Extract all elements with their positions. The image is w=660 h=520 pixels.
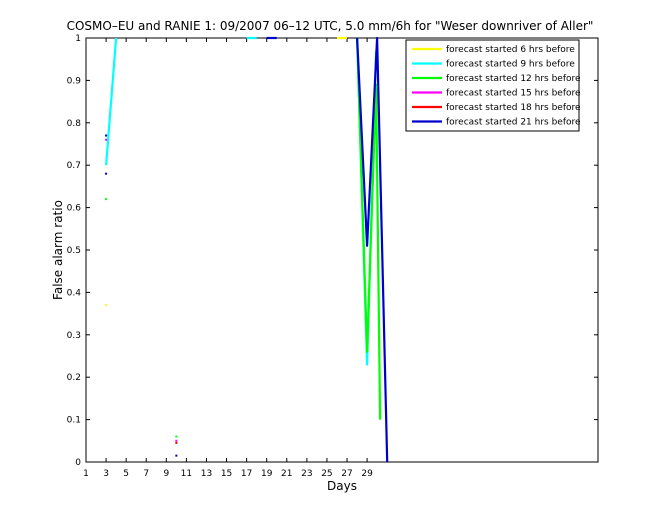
legend-entry: forecast started 21 hrs before — [446, 118, 581, 128]
data-point — [175, 439, 178, 442]
y-tick-label: 0.6 — [67, 204, 82, 214]
x-tick-label: 1 — [83, 469, 89, 479]
series-line — [356, 37, 382, 420]
legend-entry: forecast started 12 hrs before — [446, 74, 581, 84]
x-tick-label: 19 — [261, 469, 273, 479]
legend-entry: forecast started 18 hrs before — [446, 103, 581, 113]
y-tick-label: 0.9 — [67, 76, 82, 86]
series-line — [105, 37, 118, 166]
series-5 — [175, 441, 178, 444]
y-tick-label: 0 — [75, 458, 81, 468]
legend-box — [405, 39, 580, 132]
y-tick-label: 0.8 — [67, 119, 82, 129]
y-tick-label: 0.4 — [67, 288, 82, 298]
x-tick-label: 3 — [103, 469, 109, 479]
x-axis-label: Days — [327, 479, 357, 493]
x-tick-label: 11 — [181, 469, 192, 479]
x-tick-label: 15 — [221, 469, 232, 479]
series-1 — [105, 36, 347, 307]
y-axis-label: False alarm ratio — [51, 200, 65, 300]
data-point — [175, 441, 178, 444]
y-tick-label: 0.3 — [67, 331, 81, 341]
data-point — [175, 454, 178, 457]
legend: forecast started 6 hrs before forecast st… — [405, 39, 581, 132]
series-line — [356, 36, 389, 463]
legend-entry: forecast started 6 hrs before — [446, 45, 575, 55]
x-tick-label: 29 — [361, 469, 373, 479]
data-point — [105, 134, 108, 137]
y-tick-label: 0.1 — [67, 416, 81, 426]
data-point — [105, 172, 108, 175]
series-6 — [105, 36, 389, 463]
data-point — [105, 304, 108, 307]
y-tick-label: 0.2 — [67, 373, 81, 383]
series-3 — [105, 37, 382, 438]
legend-entry: forecast started 15 hrs before — [446, 89, 581, 99]
data-point — [105, 198, 108, 201]
y-tick-label: 0.7 — [67, 161, 81, 171]
x-tick-label: 5 — [123, 469, 129, 479]
x-tick-label: 25 — [321, 469, 332, 479]
legend-entry: forecast started 9 hrs before — [446, 60, 575, 70]
x-tick-label: 23 — [301, 469, 312, 479]
data-point — [175, 435, 178, 438]
y-tick-label: 1 — [75, 34, 81, 44]
x-tick-label: 17 — [241, 469, 252, 479]
x-tick-label: 7 — [143, 469, 149, 479]
x-tick-label: 21 — [281, 469, 292, 479]
data-point — [105, 138, 108, 141]
x-tick-label: 13 — [201, 469, 212, 479]
series-4 — [105, 138, 178, 442]
chart-title: COSMO–EU and RANIE 1: 09/2007 06–12 UTC,… — [67, 19, 594, 33]
x-tick-label: 27 — [341, 469, 352, 479]
x-tick-label: 9 — [163, 469, 169, 479]
y-tick-label: 0.5 — [67, 246, 81, 256]
